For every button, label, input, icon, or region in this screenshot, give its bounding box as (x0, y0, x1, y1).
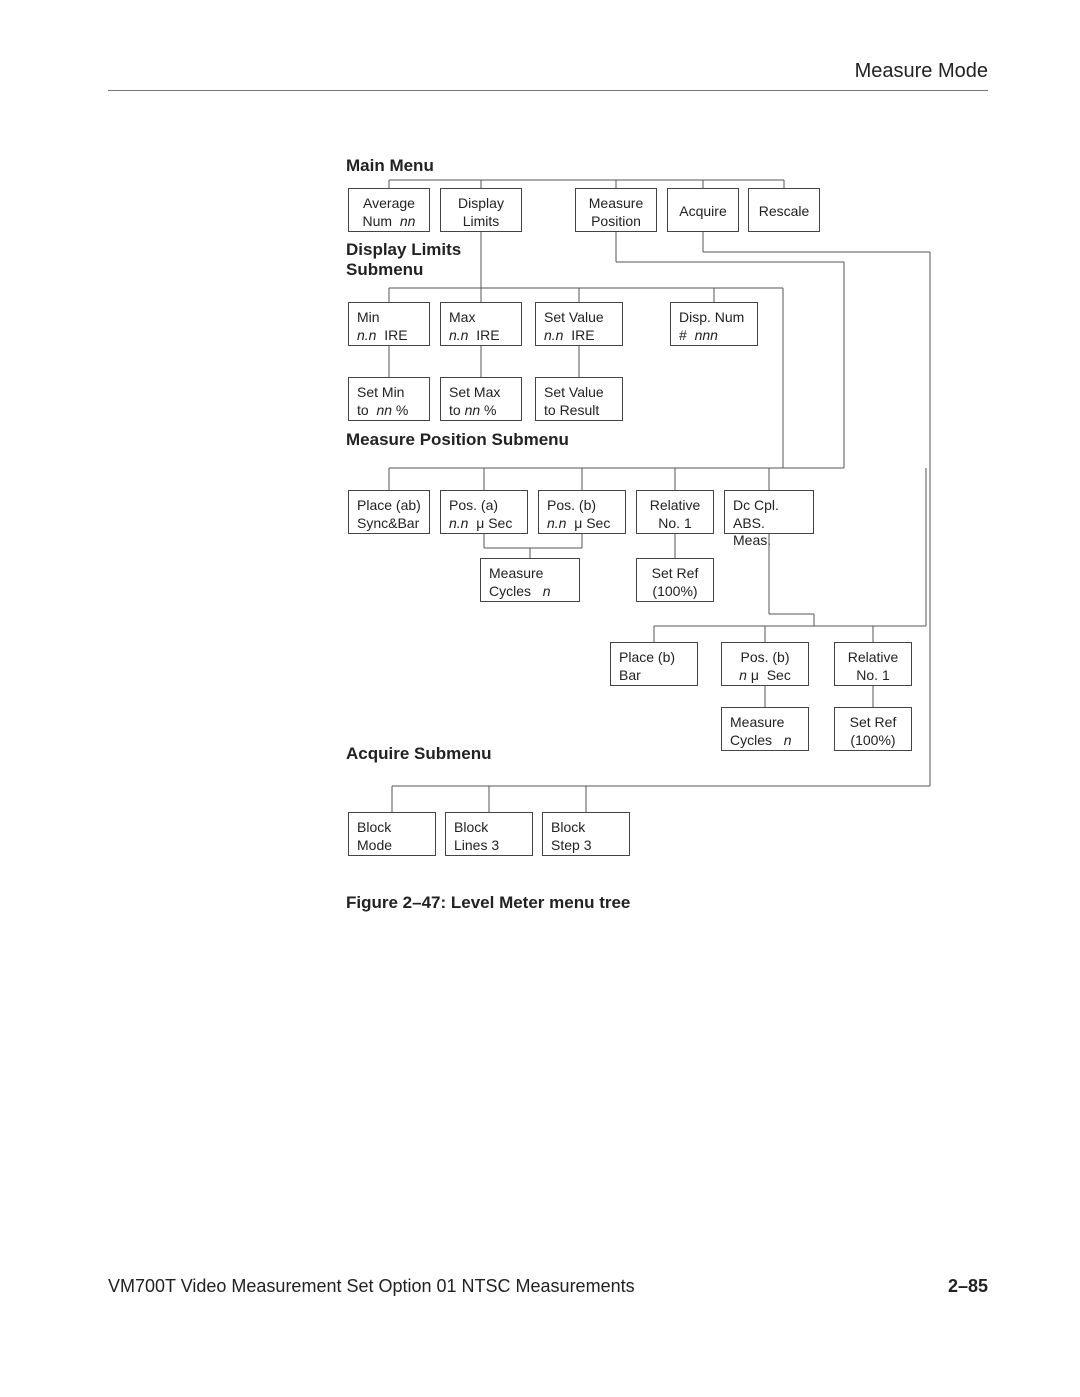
box-measure-cycles-a: Measure Cycles n (480, 558, 580, 602)
box-set-ref-b: Set Ref (100%) (834, 707, 912, 751)
box-measure-cycles-b: Measure Cycles n (721, 707, 809, 751)
box-line: Step 3 (551, 837, 621, 855)
box-line: Acquire (676, 203, 730, 221)
box-disp-num: Disp. Num # nnn (670, 302, 758, 346)
box-pos-b-2: Pos. (b) n μ Sec (721, 642, 809, 686)
footer-right: 2–85 (948, 1276, 988, 1297)
box-line: n.n μ Sec (449, 515, 519, 533)
box-line: # nnn (679, 327, 749, 345)
box-line: to nn % (357, 402, 421, 420)
box-set-value: Set Value n.n IRE (535, 302, 623, 346)
box-line: Bar (619, 667, 689, 685)
box-line: Mode (357, 837, 427, 855)
box-line: Block (357, 819, 427, 837)
box-max: Max n.n IRE (440, 302, 522, 346)
box-line: Block (551, 819, 621, 837)
box-block-mode: Block Mode (348, 812, 436, 856)
box-line: Set Ref (843, 714, 903, 732)
box-line: Display (449, 195, 513, 213)
box-line: Sync&Bar (357, 515, 421, 533)
box-line: Measure (489, 565, 571, 583)
box-line: Set Max (449, 384, 513, 402)
box-line: (100%) (645, 583, 705, 601)
box-line: Disp. Num (679, 309, 749, 327)
box-line: No. 1 (843, 667, 903, 685)
box-line: Average (357, 195, 421, 213)
box-line: Cycles n (730, 732, 800, 750)
footer-left: VM700T Video Measurement Set Option 01 N… (108, 1276, 635, 1297)
box-line: Position (584, 213, 648, 231)
box-line: Set Value (544, 309, 614, 327)
box-set-min: Set Min to nn % (348, 377, 430, 421)
box-set-ref-a: Set Ref (100%) (636, 558, 714, 602)
box-measure-position: Measure Position (575, 188, 657, 232)
box-line: Pos. (a) (449, 497, 519, 515)
box-line: Place (b) (619, 649, 689, 667)
box-line: to Result (544, 402, 614, 420)
label-display-limits: Display Limits Submenu (346, 240, 461, 280)
box-relative-2: Relative No. 1 (834, 642, 912, 686)
box-line: to nn % (449, 402, 513, 420)
box-line: Cycles n (489, 583, 571, 601)
box-line: n μ Sec (730, 667, 800, 685)
box-acquire: Acquire (667, 188, 739, 232)
box-pos-a: Pos. (a) n.n μ Sec (440, 490, 528, 534)
label-acquire: Acquire Submenu (346, 744, 491, 764)
box-relative: Relative No. 1 (636, 490, 714, 534)
box-line: n.n IRE (544, 327, 614, 345)
box-line: Set Value (544, 384, 614, 402)
box-line: Dc Cpl. (733, 497, 805, 515)
box-line: Relative (843, 649, 903, 667)
figure-caption: Figure 2–47: Level Meter menu tree (346, 893, 630, 913)
page: Measure Mode Main Menu Display Limits Su… (0, 0, 1080, 1397)
box-line: ABS. Meas. (733, 515, 805, 550)
box-block-lines: Block Lines 3 (445, 812, 533, 856)
box-pos-b: Pos. (b) n.n μ Sec (538, 490, 626, 534)
box-line: Measure (730, 714, 800, 732)
box-line: Block (454, 819, 524, 837)
box-line: Set Ref (645, 565, 705, 583)
connector-lines (0, 0, 1080, 1397)
box-line: Place (ab) (357, 497, 421, 515)
box-display-limits: Display Limits (440, 188, 522, 232)
box-set-max: Set Max to nn % (440, 377, 522, 421)
box-line: Limits (449, 213, 513, 231)
box-min: Min n.n IRE (348, 302, 430, 346)
box-line: n.n IRE (449, 327, 513, 345)
box-block-step: Block Step 3 (542, 812, 630, 856)
box-line: (100%) (843, 732, 903, 750)
box-dccpl: Dc Cpl. ABS. Meas. (724, 490, 814, 534)
label-measure-position: Measure Position Submenu (346, 430, 569, 450)
box-place-b-bar: Place (b) Bar (610, 642, 698, 686)
box-average-num: Average Num nn (348, 188, 430, 232)
box-line: Set Min (357, 384, 421, 402)
box-line: n.n μ Sec (547, 515, 617, 533)
box-line: Lines 3 (454, 837, 524, 855)
box-place-ab: Place (ab) Sync&Bar (348, 490, 430, 534)
box-line: n.n IRE (357, 327, 421, 345)
header-rule (108, 90, 988, 91)
box-line: No. 1 (645, 515, 705, 533)
box-rescale: Rescale (748, 188, 820, 232)
box-line: Max (449, 309, 513, 327)
box-line: Pos. (b) (547, 497, 617, 515)
box-line: Min (357, 309, 421, 327)
box-set-value-result: Set Value to Result (535, 377, 623, 421)
box-line: Relative (645, 497, 705, 515)
label-main-menu: Main Menu (346, 156, 434, 176)
box-line: Pos. (b) (730, 649, 800, 667)
box-line: Rescale (757, 203, 811, 221)
box-line: Num nn (357, 213, 421, 231)
box-line: Measure (584, 195, 648, 213)
page-header: Measure Mode (855, 60, 988, 83)
